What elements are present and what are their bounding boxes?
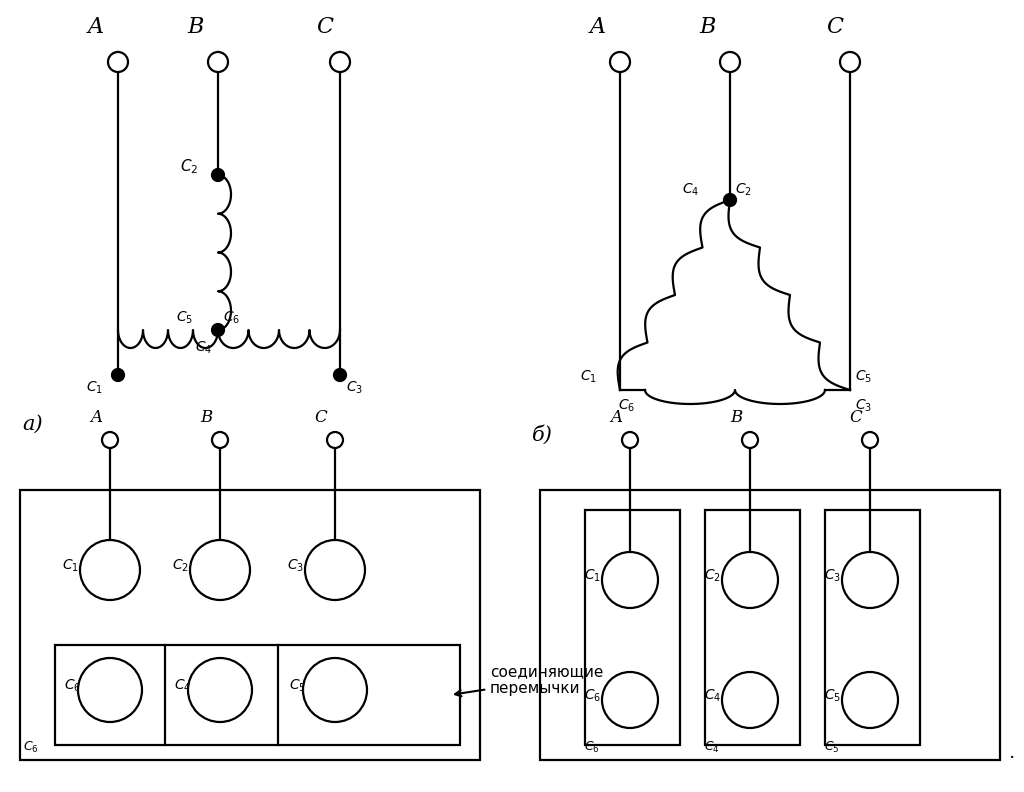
FancyBboxPatch shape xyxy=(540,490,1000,760)
FancyBboxPatch shape xyxy=(585,510,680,745)
Circle shape xyxy=(842,672,898,728)
Text: A: A xyxy=(590,16,606,38)
Text: $C_6$: $C_6$ xyxy=(584,740,600,755)
Text: $C_1$: $C_1$ xyxy=(580,368,597,385)
Text: б): б) xyxy=(532,425,553,445)
Text: $C_3$: $C_3$ xyxy=(346,380,364,397)
Circle shape xyxy=(842,552,898,608)
Text: $C_6$: $C_6$ xyxy=(584,687,601,704)
Circle shape xyxy=(327,432,343,448)
Text: A: A xyxy=(610,409,622,426)
Text: A: A xyxy=(88,16,104,38)
FancyBboxPatch shape xyxy=(20,490,480,760)
Text: $C_2$: $C_2$ xyxy=(180,158,199,177)
Circle shape xyxy=(602,552,658,608)
Text: $C_2$: $C_2$ xyxy=(172,558,188,574)
Circle shape xyxy=(208,52,228,72)
Circle shape xyxy=(720,52,740,72)
Text: $C_5$: $C_5$ xyxy=(855,368,872,385)
Text: $C_5$: $C_5$ xyxy=(176,310,194,326)
Circle shape xyxy=(334,369,346,381)
Text: $C_6$: $C_6$ xyxy=(618,398,635,414)
Circle shape xyxy=(212,169,224,181)
Text: C: C xyxy=(314,409,328,426)
Circle shape xyxy=(610,52,630,72)
Circle shape xyxy=(602,672,658,728)
Circle shape xyxy=(840,52,860,72)
Circle shape xyxy=(78,658,142,722)
Circle shape xyxy=(303,658,367,722)
Circle shape xyxy=(108,52,128,72)
Text: $C_4$: $C_4$ xyxy=(705,687,721,704)
Text: B: B xyxy=(187,16,204,38)
Text: $C_2$: $C_2$ xyxy=(705,568,721,584)
Text: $C_3$: $C_3$ xyxy=(287,558,304,574)
Text: $C_3$: $C_3$ xyxy=(855,398,872,414)
Circle shape xyxy=(102,432,118,448)
Circle shape xyxy=(80,540,140,600)
Text: а): а) xyxy=(22,415,43,434)
Text: C: C xyxy=(850,409,862,426)
Circle shape xyxy=(722,672,778,728)
Text: B: B xyxy=(200,409,212,426)
Text: $C_4$: $C_4$ xyxy=(196,340,213,356)
Text: $C_6$: $C_6$ xyxy=(223,310,241,326)
Text: $C_1$: $C_1$ xyxy=(86,380,103,397)
Circle shape xyxy=(212,324,224,336)
Text: A: A xyxy=(90,409,102,426)
Text: $C_2$: $C_2$ xyxy=(735,182,752,198)
Text: $C_5$: $C_5$ xyxy=(824,740,840,755)
Text: $C_1$: $C_1$ xyxy=(62,558,79,574)
Circle shape xyxy=(722,552,778,608)
Text: .: . xyxy=(1008,744,1014,762)
FancyBboxPatch shape xyxy=(825,510,920,745)
Circle shape xyxy=(212,432,228,448)
Circle shape xyxy=(112,369,124,381)
Text: B: B xyxy=(699,16,716,38)
FancyBboxPatch shape xyxy=(55,645,460,745)
Text: $C_6$: $C_6$ xyxy=(23,740,39,755)
Text: C: C xyxy=(826,16,844,38)
Circle shape xyxy=(862,432,878,448)
Circle shape xyxy=(305,540,365,600)
Text: $C_1$: $C_1$ xyxy=(584,568,601,584)
Circle shape xyxy=(190,540,250,600)
Text: $C_5$: $C_5$ xyxy=(824,687,841,704)
Text: соединяющие
перемычки: соединяющие перемычки xyxy=(455,664,603,696)
Text: $C_4$: $C_4$ xyxy=(705,740,720,755)
Circle shape xyxy=(622,432,638,448)
Text: C: C xyxy=(316,16,334,38)
Circle shape xyxy=(188,658,252,722)
Text: $C_4$: $C_4$ xyxy=(682,182,699,198)
Text: B: B xyxy=(730,409,742,426)
Circle shape xyxy=(724,194,736,206)
Text: $C_5$: $C_5$ xyxy=(289,678,306,695)
FancyBboxPatch shape xyxy=(705,510,800,745)
Text: $C_6$: $C_6$ xyxy=(63,678,81,695)
Circle shape xyxy=(330,52,350,72)
Circle shape xyxy=(742,432,758,448)
Text: $C_4$: $C_4$ xyxy=(174,678,191,695)
Text: $C_3$: $C_3$ xyxy=(824,568,841,584)
